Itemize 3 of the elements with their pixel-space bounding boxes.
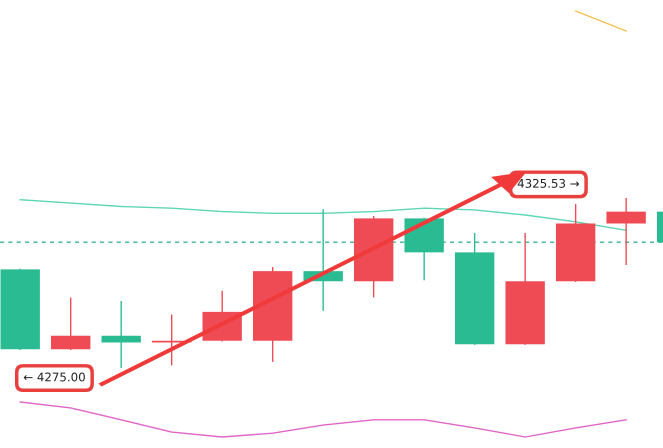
candlestick	[101, 301, 141, 368]
text: ← 4275.00	[24, 372, 85, 382]
text: 4325.53 →	[518, 178, 580, 188]
